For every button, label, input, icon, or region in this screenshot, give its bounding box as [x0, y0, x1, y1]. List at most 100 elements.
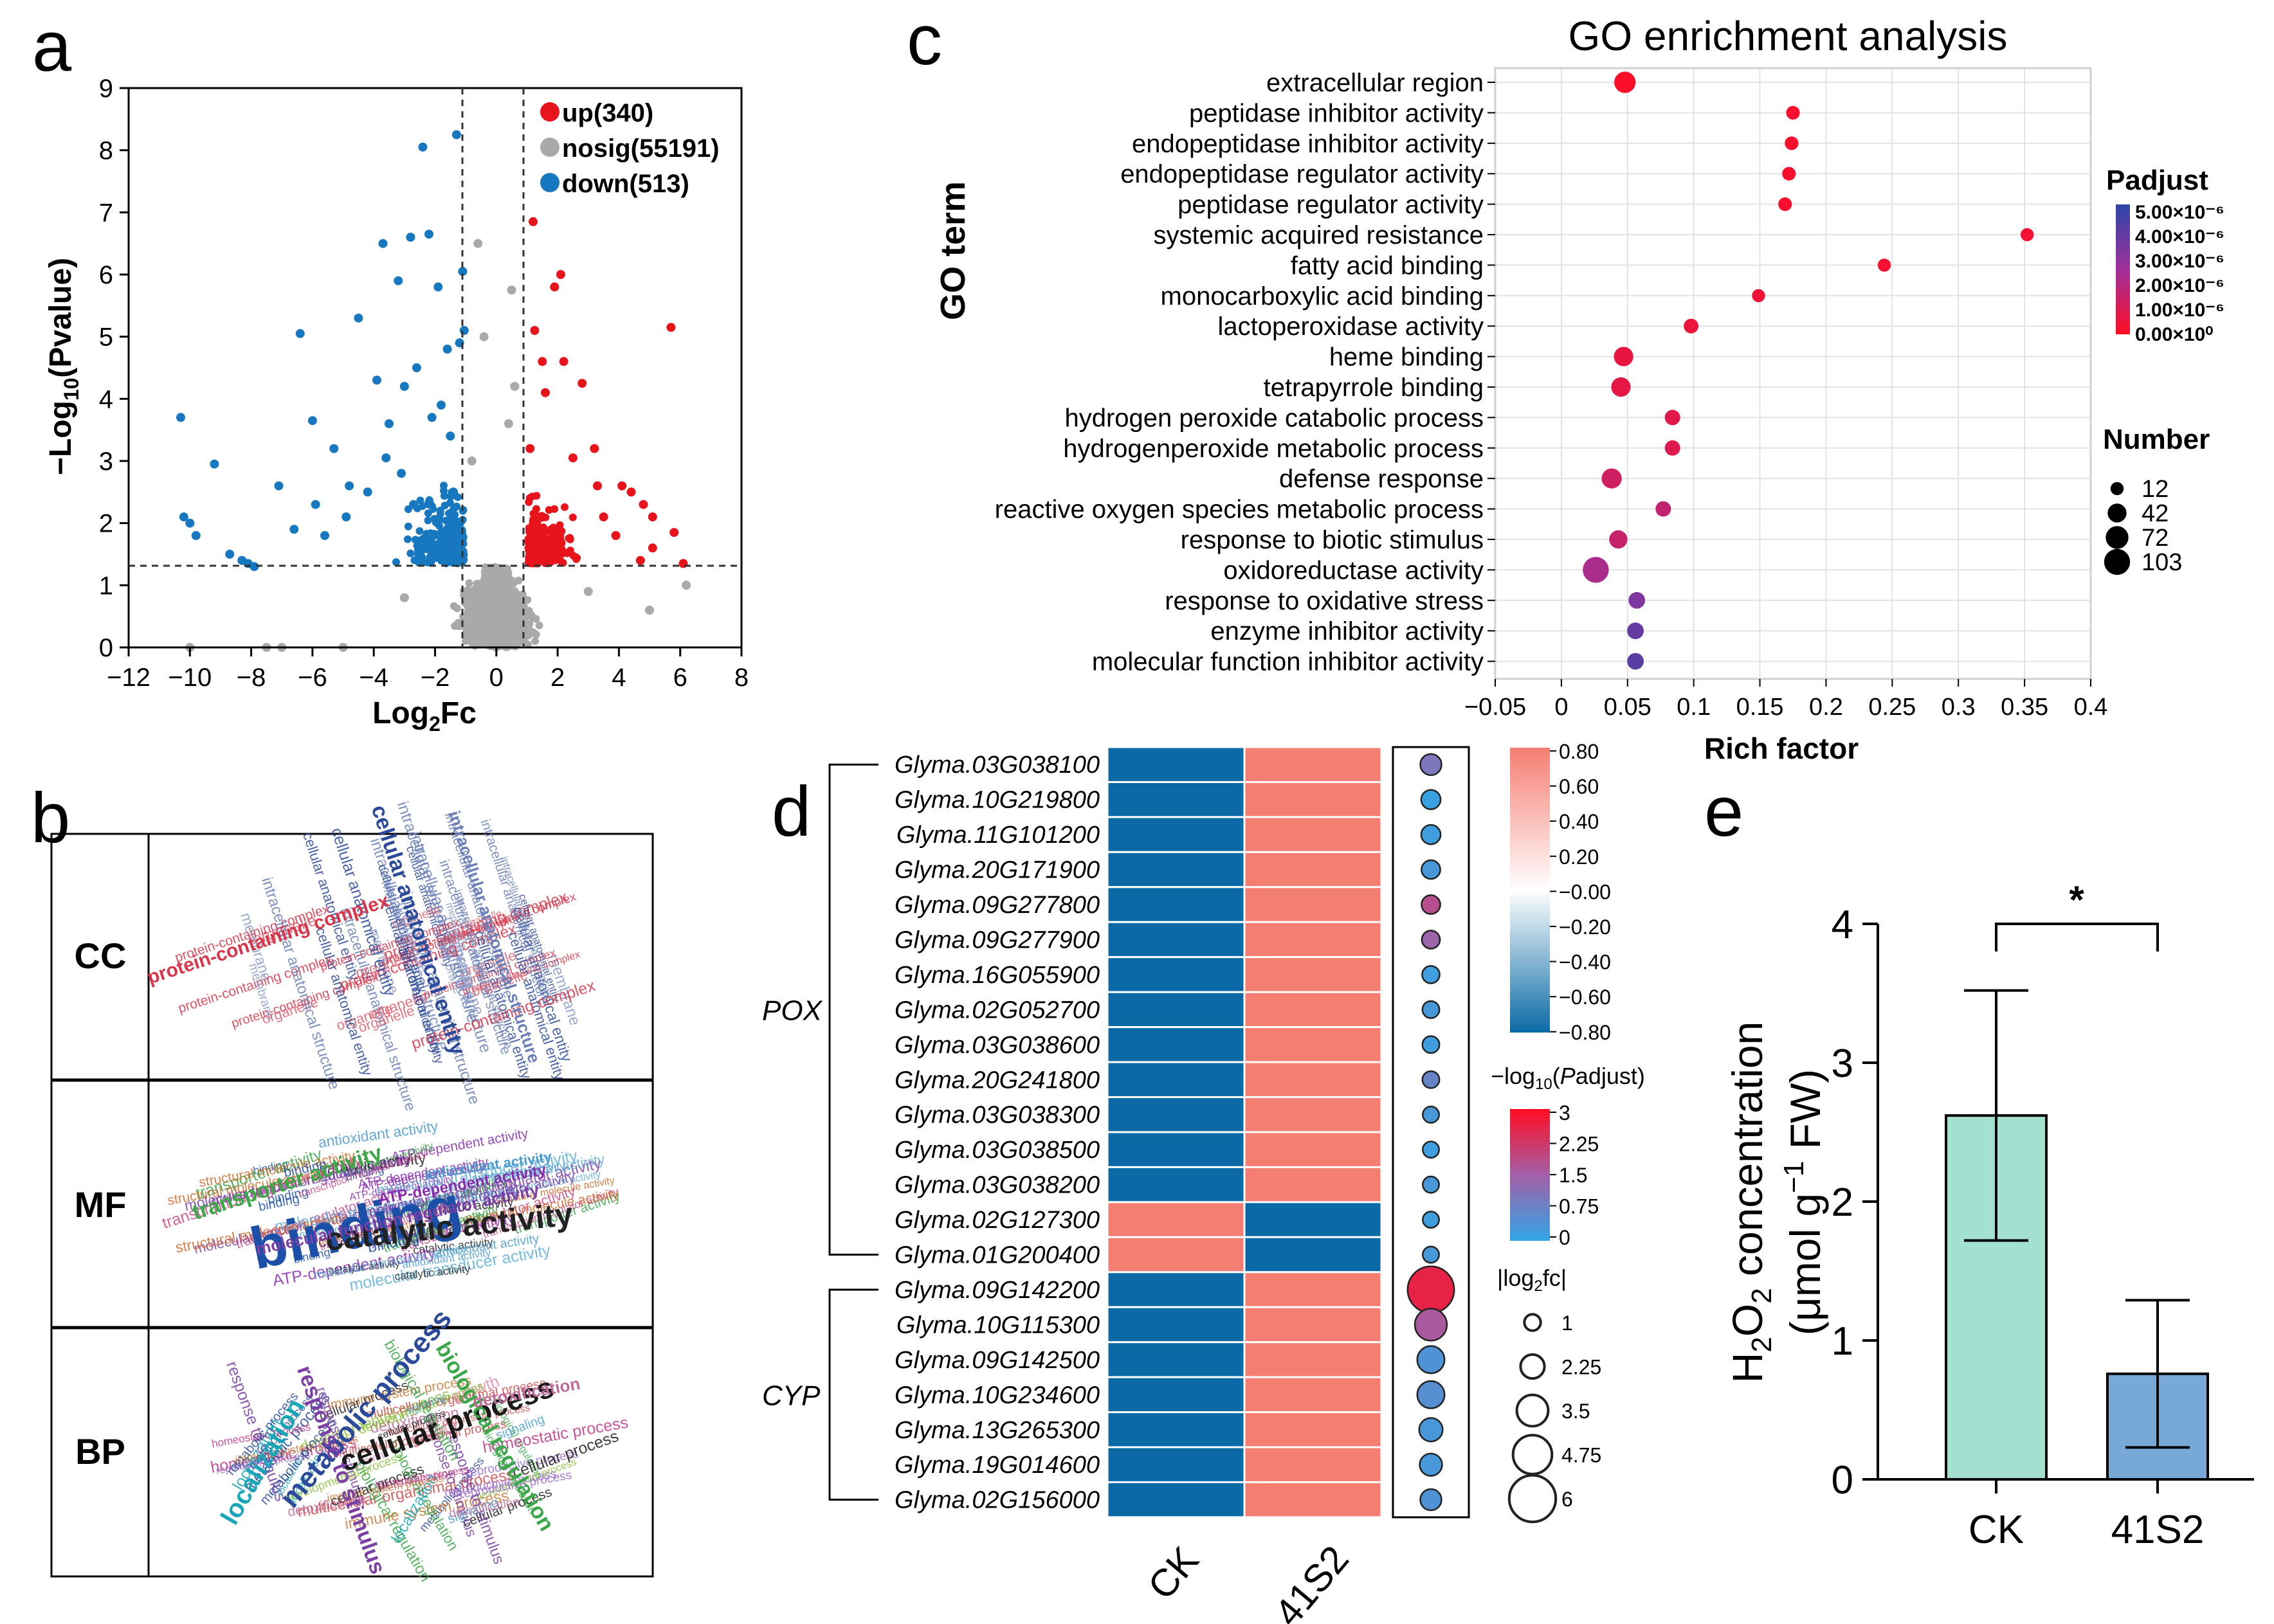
volcano-point-nosig [523, 596, 532, 604]
go-x-tick-label: 0.25 [1868, 694, 1916, 721]
volcano-y-tick-label: 3 [99, 447, 113, 476]
volcano-point-down [430, 515, 439, 523]
volcano-point-down [440, 482, 448, 490]
logfc-legend-circle [1519, 1353, 1546, 1380]
volcano-point-up [526, 552, 534, 560]
bubble-marker [1422, 1141, 1440, 1159]
volcano-point-up [529, 217, 538, 226]
volcano-point-down [311, 500, 320, 509]
go-term-label: molecular function inhibitor activity [1092, 648, 1484, 676]
go-term-label: monocarboxylic acid binding [1161, 282, 1484, 311]
volcano-x-tick-label: −10 [168, 663, 212, 692]
heatmap-cell-ck [1106, 1306, 1246, 1344]
volcano-point-up [556, 521, 564, 529]
go-term-label: peptidase inhibitor activity [1189, 99, 1484, 127]
volcano-point-nosig [498, 608, 507, 616]
volcano-point-nosig [508, 588, 516, 596]
volcano-x-tick-label: 0 [489, 663, 504, 692]
volcano-point-up [669, 528, 679, 537]
volcano-point-up [529, 518, 537, 527]
bubble-marker [1406, 1265, 1455, 1314]
volcano-y-tick-label: 5 [99, 323, 113, 352]
volcano-point-up [611, 531, 621, 540]
volcano-point-down [450, 517, 459, 525]
gene-label: Glyma.20G171900 [895, 857, 1100, 884]
volcano-point-down [442, 345, 452, 354]
volcano-point-nosig [682, 581, 691, 590]
volcano-y-ticks: 0 1 2 3 4 5 6 7 8 9 [99, 75, 129, 662]
panel-label-c: c [907, 1, 942, 80]
volcano-point-down [426, 498, 434, 506]
go-x-tick-label: 0.15 [1736, 694, 1784, 721]
volcano-point-up [545, 506, 553, 514]
e-y-tick-label: 3 [1832, 1042, 1853, 1086]
volcano-point-nosig [518, 590, 527, 599]
volcano-x-tick-label: 4 [612, 663, 626, 692]
panel-label-a: a [32, 7, 72, 86]
volcano-point-down [451, 130, 461, 140]
volcano-point-down [394, 276, 403, 285]
row-label-bp: BP [75, 1431, 125, 1472]
bubble-marker [1421, 859, 1441, 880]
heatmap-cell-ck [1106, 851, 1246, 889]
go-x-tick-label: 0.2 [1809, 694, 1843, 721]
logfc-legend-label: 6 [1561, 1488, 1573, 1511]
volcano-point-nosig [460, 587, 468, 595]
volcano-point-nosig [532, 631, 540, 638]
heatmap-cell-41s2 [1243, 1481, 1383, 1519]
go-x-tick-label: 0.4 [2074, 694, 2108, 721]
heatmap-cell-41s2 [1243, 1446, 1383, 1483]
bubble-marker [1421, 930, 1441, 950]
volcano-x-tick-label: 8 [734, 663, 749, 692]
volcano-point-down [427, 413, 437, 422]
number-legend-label: 103 [2142, 549, 2182, 576]
volcano-point-up [635, 555, 645, 565]
logfc-legend-items: 1 2.25 3.5 4.75 6 [1507, 1312, 1601, 1524]
heatmap-cell-ck [1106, 921, 1246, 959]
volcano-point-nosig [464, 621, 472, 629]
logpadj-tick-label: 1.5 [1559, 1164, 1587, 1187]
volcano-point-down [412, 363, 421, 372]
go-dot [1628, 591, 1646, 609]
logpadj-tick-label: 0.75 [1559, 1195, 1599, 1218]
go-dot [1664, 440, 1680, 456]
heatmap-cell-41s2 [1243, 816, 1383, 853]
number-legend-title: Number [2103, 424, 2210, 455]
volcano-point-nosig [529, 614, 537, 622]
volcano-point-down [424, 516, 432, 525]
volcano-point-up [539, 523, 547, 532]
volcano-point-nosig [465, 579, 473, 587]
volcano-point-down [410, 556, 419, 564]
volcano-point-up [626, 487, 636, 497]
volcano-point-nosig [516, 618, 524, 627]
heatmap-color-legend: 0.80 0.60 0.40 0.20 −0.00 −0.20 −0.40 −0.60 −0.8… [1510, 740, 1611, 1044]
gene-label: Glyma.09G142500 [895, 1347, 1100, 1374]
volcano-point-nosig [495, 572, 503, 580]
legend-down-label: down(513) [562, 170, 689, 198]
volcano-point-nosig [507, 285, 516, 295]
volcano-point-up [568, 453, 578, 463]
volcano-point-down [397, 469, 406, 478]
go-term-label: response to biotic stimulus [1181, 526, 1484, 554]
volcano-point-down [404, 522, 412, 530]
logfc-legend-title: |log2fc| [1497, 1265, 1567, 1295]
heatmap-cell-ck [1106, 746, 1246, 783]
heatmap-cell-41s2 [1243, 1376, 1383, 1414]
bubble-marker [1422, 1105, 1440, 1124]
go-term-label: tetrapyrrole binding [1264, 374, 1484, 402]
bubble-marker [1418, 1417, 1444, 1443]
volcano-point-down [437, 533, 446, 541]
number-legend-label: 42 [2142, 500, 2169, 527]
heatmap-cell-41s2 [1243, 1096, 1383, 1133]
volcano-point-down [399, 382, 409, 391]
gene-label: Glyma.03G038600 [895, 1032, 1100, 1059]
volcano-point-down [179, 512, 188, 521]
volcano-point-nosig [462, 629, 471, 638]
go-term-label: endopeptidase regulator activity [1120, 160, 1484, 188]
volcano-point-nosig [478, 590, 486, 598]
volcano-point-down [409, 500, 419, 509]
